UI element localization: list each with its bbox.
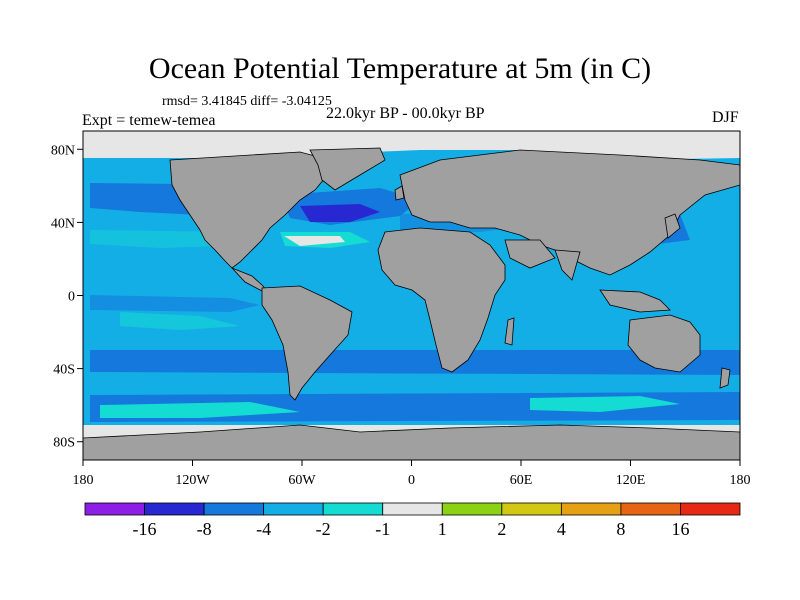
latitude-axis: 80N 40N 0 40S 80S <box>51 143 83 451</box>
land-maritime-continent <box>599 289 671 313</box>
rmsd-diff-stats: rmsd= 3.41845 diff= -3.04125 <box>162 94 332 109</box>
land-africa <box>377 227 506 373</box>
map-plot-area <box>83 131 740 460</box>
land-india <box>554 249 581 281</box>
lat-tick-label: 40S <box>53 363 75 378</box>
land-greenland <box>309 147 386 191</box>
colorbar-swatch <box>441 502 503 516</box>
colorbar: -16 -8 -4 -2 -1 1 2 4 8 16 <box>84 502 741 539</box>
anomaly-south-pacific-band <box>120 312 240 330</box>
colorbar-label: 1 <box>438 519 447 539</box>
map-title: Ocean Potential Temperature at 5m (in C) <box>148 52 652 85</box>
anomaly-atlantic-strong-cooling <box>300 204 380 222</box>
land-new-zealand <box>719 367 731 389</box>
land-eurasia <box>399 149 740 276</box>
colorbar-label: -8 <box>197 519 212 539</box>
lon-tick-label: 180 <box>730 473 751 488</box>
colorbar-swatch <box>322 502 384 516</box>
lat-tick-label: 40N <box>51 216 75 231</box>
anomaly-southern-band <box>90 350 740 375</box>
land-arabia <box>504 239 556 269</box>
anomaly-gulf-stream-core <box>284 236 345 246</box>
lon-tick-label: 60W <box>288 473 316 488</box>
anomaly-southern-teal-east <box>530 396 680 412</box>
lon-tick-label: 120E <box>616 473 646 488</box>
land-antarctica <box>83 424 740 460</box>
colorbar-swatch <box>382 502 443 516</box>
colorbar-swatch <box>144 502 205 516</box>
lat-tick-label: 80N <box>51 143 75 158</box>
colorbar-label: -16 <box>133 519 157 539</box>
land-japan <box>664 213 681 239</box>
colorbar-label: 4 <box>557 519 566 539</box>
land-madagascar <box>504 317 515 346</box>
colorbar-swatch <box>84 502 145 516</box>
anomaly-equatorial-pacific <box>90 295 260 312</box>
colorbar-swatch <box>263 502 324 516</box>
colorbar-label: 16 <box>671 519 689 539</box>
colorbar-swatch <box>501 502 562 516</box>
lon-tick-label: 0 <box>408 473 415 488</box>
land-layer <box>83 147 740 460</box>
colorbar-label: -2 <box>316 519 331 539</box>
lon-tick-label: 180 <box>73 473 94 488</box>
land-australia <box>627 314 701 373</box>
lon-tick-label: 60E <box>510 473 533 488</box>
land-british-isles <box>394 185 405 201</box>
lon-tick-label: 120W <box>175 473 210 488</box>
colorbar-swatch <box>680 502 741 516</box>
experiment-label: Expt = temew-temea <box>82 112 216 129</box>
land-south-america <box>261 285 353 401</box>
lat-tick-label: 80S <box>53 436 75 451</box>
longitude-axis: 180 120W 60W 0 60E 120E 180 <box>73 460 751 488</box>
colorbar-label: 2 <box>497 519 506 539</box>
season-label: DJF <box>712 109 739 126</box>
colorbar-swatch <box>620 502 681 516</box>
colorbar-swatch <box>203 502 265 516</box>
colorbar-label: -1 <box>375 519 390 539</box>
colorbar-label: -4 <box>256 519 271 539</box>
anomaly-southern-teal-west <box>100 402 300 418</box>
period-label: 22.0kyr BP - 00.0kyr BP <box>326 105 485 122</box>
colorbar-label: 8 <box>616 519 625 539</box>
lat-tick-label: 0 <box>68 290 75 305</box>
colorbar-swatch <box>560 502 622 516</box>
